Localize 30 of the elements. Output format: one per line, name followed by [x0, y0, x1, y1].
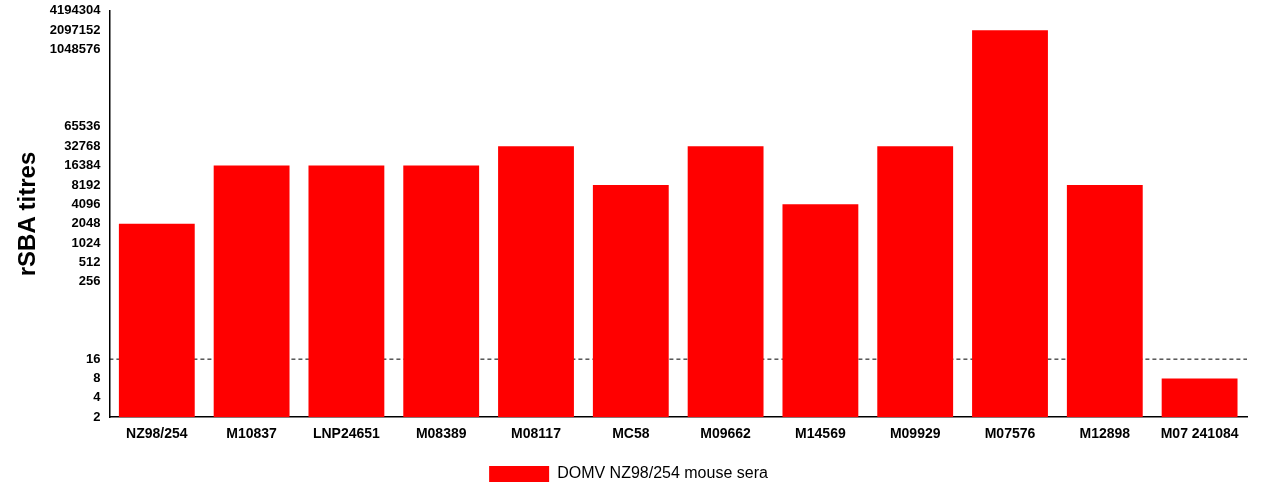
y-tick-label: 4194304 [49, 2, 102, 18]
x-tick-label: NZ98/254 [126, 425, 188, 442]
y-tick-label: 512 [78, 253, 101, 269]
y-axis-title: rSBA titres [13, 151, 41, 277]
x-tick-label: M09662 [700, 425, 752, 442]
x-tick-label: M08117 [511, 425, 562, 442]
y-tick-label: 32768 [64, 137, 101, 153]
x-tick-label: M10837 [226, 425, 278, 442]
x-tick-label: M07 241084 [1160, 425, 1239, 442]
x-tick-label: M07576 [984, 425, 1036, 442]
x-tick-label: M14569 [795, 425, 846, 442]
y-tick-label: 2097152 [49, 21, 101, 37]
x-tick-label: M09929 [889, 425, 941, 442]
y-tick-label: 256 [78, 273, 101, 289]
y-tick-label: 8192 [71, 176, 101, 192]
y-tick-label: 16 [85, 350, 101, 366]
y-tick-label: 8 [93, 370, 101, 386]
legend-label: DOMV NZ98/254 mouse sera [557, 464, 768, 482]
y-tick-label: 2048 [71, 215, 101, 231]
y-tick-label: 65536 [64, 118, 101, 134]
x-tick-label: LNP24651 [312, 425, 381, 442]
x-tick-label: M08389 [415, 425, 467, 442]
y-tick-label: 1048576 [49, 41, 101, 57]
x-tick-label: MC58 [612, 425, 650, 442]
y-tick-label: 1024 [71, 234, 102, 250]
y-tick-label: 4096 [71, 195, 101, 211]
y-tick-label: 2 [93, 408, 101, 424]
y-tick-label: 16384 [64, 157, 102, 173]
y-tick-label: 4 [93, 389, 102, 405]
x-tick-label: M12898 [1079, 425, 1131, 442]
